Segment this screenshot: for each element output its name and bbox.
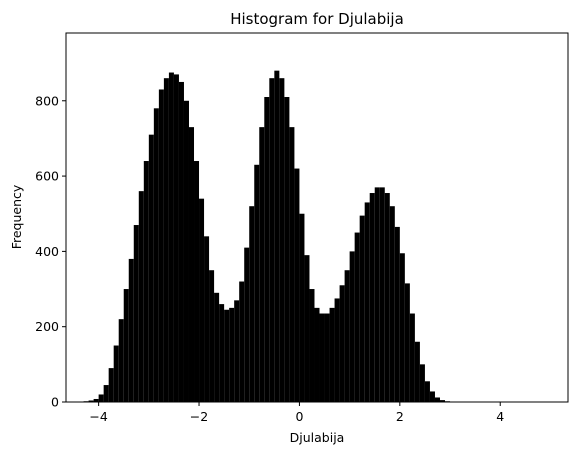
histogram-bar xyxy=(219,304,225,402)
histogram-bar xyxy=(329,307,335,402)
histogram-bar xyxy=(133,225,139,402)
y-axis-label: Frequency xyxy=(9,184,24,249)
x-tick-label: −4 xyxy=(89,409,107,424)
histogram-bar xyxy=(439,400,446,402)
histogram-bar xyxy=(173,74,179,402)
histogram-bar xyxy=(153,108,159,402)
histogram-bar xyxy=(264,97,270,403)
histogram-bar xyxy=(229,307,235,402)
histogram-bar xyxy=(148,134,154,402)
histogram-bar xyxy=(269,78,275,403)
histogram-bar xyxy=(163,78,169,403)
histogram-bar xyxy=(414,341,420,402)
histogram-bar xyxy=(344,270,350,402)
histogram-bar xyxy=(369,193,375,402)
histogram-bar xyxy=(178,81,184,403)
histogram-bar xyxy=(239,281,245,402)
histogram-bar xyxy=(359,215,365,402)
histogram-bar xyxy=(214,292,220,402)
histogram-bar xyxy=(209,270,215,402)
histogram-bar xyxy=(334,298,340,402)
histogram-bar xyxy=(349,251,355,402)
histogram-bar xyxy=(103,385,109,402)
histogram-bar xyxy=(183,100,189,402)
histogram-bar xyxy=(429,391,435,402)
histogram-bar xyxy=(434,397,440,402)
histogram-bars xyxy=(83,70,451,403)
histogram-bar xyxy=(319,313,325,402)
x-tick-label: 4 xyxy=(496,409,504,424)
histogram-bar xyxy=(259,127,265,402)
y-tick-label: 200 xyxy=(35,319,59,334)
histogram-bar xyxy=(409,313,415,402)
histogram-bar xyxy=(113,345,119,402)
histogram-bar xyxy=(244,247,250,402)
x-tick-label: 0 xyxy=(295,409,303,424)
histogram-bar xyxy=(188,127,195,402)
histogram-bar xyxy=(424,381,430,402)
histogram-bar xyxy=(379,187,385,402)
x-tick-label: 2 xyxy=(396,409,404,424)
histogram-bar xyxy=(98,394,104,402)
histogram-bar xyxy=(158,89,164,403)
histogram-bar xyxy=(279,78,285,403)
histogram-bar xyxy=(389,206,395,402)
histogram-bar xyxy=(339,285,345,402)
histogram-bar xyxy=(354,232,360,402)
y-tick-label: 400 xyxy=(35,244,59,259)
histogram-bar xyxy=(138,191,144,402)
histogram-bar xyxy=(88,400,94,402)
histogram-bar xyxy=(384,193,390,402)
histogram-bar xyxy=(168,72,174,403)
histogram-bar xyxy=(324,313,330,402)
histogram-bar xyxy=(249,206,255,402)
y-tick-label: 0 xyxy=(51,395,59,410)
x-tick-label: −2 xyxy=(190,409,208,424)
histogram-bar xyxy=(289,127,295,402)
histogram-bar xyxy=(309,289,315,402)
x-axis-label: Djulabija xyxy=(290,430,345,445)
histogram-bar xyxy=(143,161,149,402)
histogram-bar xyxy=(394,226,400,402)
y-tick-label: 800 xyxy=(35,93,59,108)
y-tick-label: 600 xyxy=(35,169,59,184)
histogram-bar xyxy=(294,168,300,402)
histogram-bar xyxy=(419,364,425,402)
chart-title: Histogram for Djulabija xyxy=(230,10,404,28)
histogram-bar xyxy=(118,319,124,402)
histogram-bar xyxy=(399,253,405,402)
histogram-bar xyxy=(314,307,320,402)
histogram-bar xyxy=(194,161,200,402)
histogram-bar xyxy=(374,187,380,402)
histogram-bar xyxy=(304,255,310,402)
histogram-bar xyxy=(204,236,210,402)
histogram-bar xyxy=(364,202,370,402)
x-axis-ticks: −4 −2 0 2 4 xyxy=(89,402,504,424)
histogram-bar xyxy=(123,289,129,402)
histogram-bar xyxy=(108,368,114,402)
histogram-bar xyxy=(404,283,410,402)
histogram-bar xyxy=(234,300,240,402)
y-axis-ticks: 0 200 400 600 800 xyxy=(35,93,66,410)
histogram-bar xyxy=(199,198,205,402)
histogram-bar xyxy=(254,164,260,402)
histogram-bar xyxy=(93,398,99,402)
plot-frame xyxy=(65,32,569,403)
histogram-bar xyxy=(224,309,230,402)
histogram-bar xyxy=(274,70,280,402)
histogram-bar xyxy=(299,213,305,402)
histogram-bar xyxy=(284,97,290,403)
histogram-bar xyxy=(128,258,134,402)
